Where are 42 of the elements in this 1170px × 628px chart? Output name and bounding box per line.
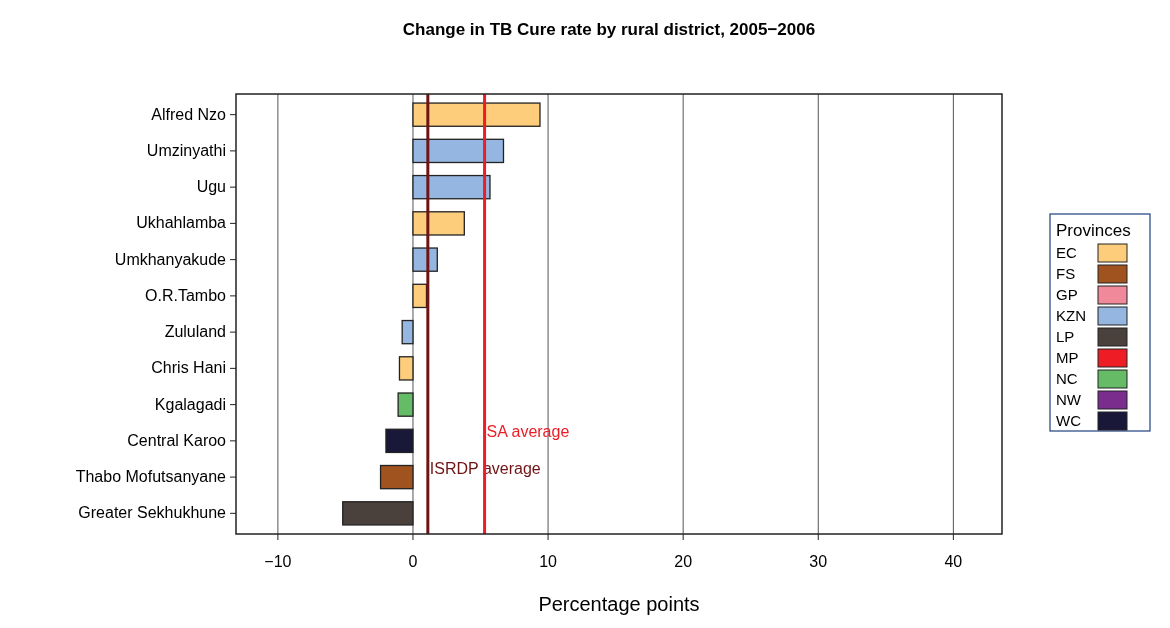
ref-line-label: SA average (486, 423, 570, 440)
legend-label: GP (1056, 286, 1078, 303)
y-tick-label: Zululand (164, 323, 226, 341)
bar (401, 319, 414, 345)
bar (412, 102, 541, 127)
bar (412, 174, 491, 200)
y-tick-label: Central Karoo (127, 431, 227, 449)
legend-label: NC (1056, 370, 1078, 387)
y-tick-label: Alfred Nzo (151, 105, 227, 123)
x-tick-label: −10 (264, 553, 292, 570)
y-tick-label: Umkhanyakude (114, 250, 227, 268)
legend-label: WC (1056, 412, 1082, 429)
bar (385, 428, 414, 454)
legend-label: MP (1056, 349, 1079, 366)
legend-label: LP (1056, 328, 1075, 345)
legend-label: KZN (1056, 307, 1086, 324)
x-tick-label: 20 (674, 553, 693, 570)
x-tick-label: 30 (809, 553, 828, 570)
bar (398, 356, 414, 381)
legend-title: Provinces (1056, 221, 1131, 240)
bar (412, 138, 505, 164)
x-tick-label: 10 (539, 553, 558, 570)
x-axis-title: Percentage points (538, 593, 700, 615)
legend-label: NW (1056, 391, 1082, 408)
legend-label: EC (1056, 244, 1077, 261)
y-tick-label: Chris Hani (151, 359, 226, 377)
bar (379, 464, 414, 490)
x-tick-label: 40 (944, 553, 963, 570)
y-tick-label: O.R.Tambo (145, 286, 227, 304)
bar (412, 211, 465, 236)
y-tick-label: Ugu (196, 178, 226, 196)
y-tick-label: Kgalagadi (154, 395, 226, 413)
y-tick-label: Umzinyathi (146, 141, 226, 159)
y-tick-label: Greater Sekhukhune (78, 504, 227, 522)
bar (342, 501, 414, 526)
bar (412, 283, 428, 309)
legend-label: FS (1056, 265, 1076, 282)
chart-title: Change in TB Cure rate by rural district, 2005−2006 (402, 20, 816, 39)
bar (397, 392, 414, 417)
y-tick-label: Thabo Mofutsanyane (75, 468, 227, 486)
y-tick-label: Ukhahlamba (136, 214, 227, 232)
x-tick-label: 0 (408, 553, 418, 570)
